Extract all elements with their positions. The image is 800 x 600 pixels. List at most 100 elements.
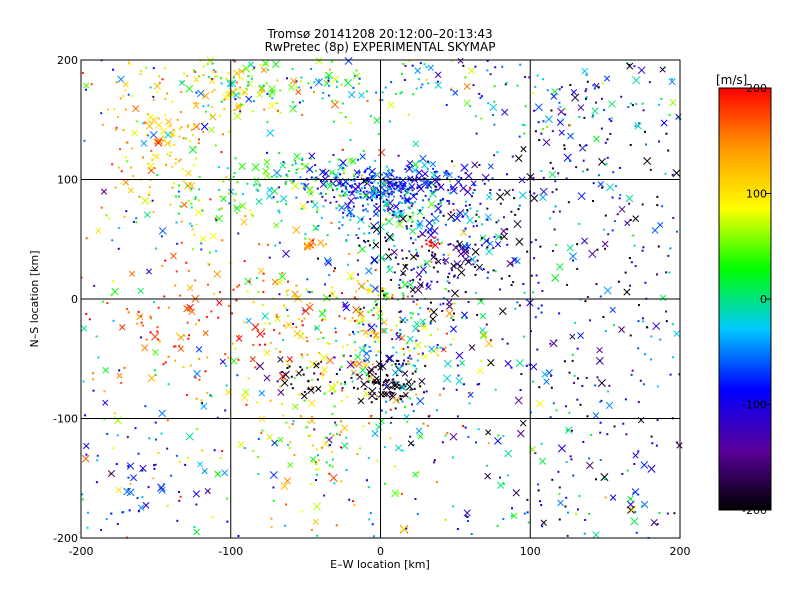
data-point (603, 75, 611, 82)
data-point (352, 386, 355, 389)
data-point (414, 285, 423, 294)
data-point (305, 288, 308, 291)
data-point (440, 241, 443, 244)
data-point (390, 248, 398, 256)
data-point (388, 212, 391, 215)
data-point (315, 176, 318, 179)
data-point (432, 266, 435, 269)
data-point (412, 242, 415, 245)
data-point (510, 284, 513, 287)
data-point (293, 105, 296, 108)
data-point (344, 383, 347, 386)
data-point (554, 205, 557, 208)
data-point (253, 177, 260, 184)
data-point (373, 180, 376, 183)
data-point (309, 246, 312, 249)
data-point (427, 64, 435, 71)
data-point (659, 338, 662, 341)
data-point (474, 115, 477, 118)
data-point (261, 312, 269, 320)
data-point (569, 160, 572, 163)
data-point (164, 97, 167, 100)
data-point (291, 181, 294, 184)
data-point (370, 255, 379, 264)
data-point (146, 134, 149, 137)
data-point (241, 89, 249, 96)
data-point (551, 249, 554, 252)
data-point (145, 66, 148, 69)
data-point (279, 175, 282, 178)
data-point (560, 86, 563, 89)
data-point (494, 66, 497, 69)
data-point (301, 332, 304, 335)
data-point (383, 390, 391, 398)
data-point (152, 98, 155, 101)
data-point (381, 327, 388, 334)
data-point (333, 267, 336, 270)
data-point (349, 218, 352, 221)
data-point (371, 381, 374, 384)
data-point (158, 340, 161, 343)
data-point (579, 403, 582, 406)
data-point (349, 157, 357, 165)
x-axis-ticks: -200 -100 0 100 200 (69, 545, 691, 558)
data-point (414, 364, 417, 367)
data-point (362, 361, 370, 370)
data-point (210, 114, 213, 117)
data-point (405, 225, 408, 228)
data-point (397, 263, 400, 266)
data-point (308, 291, 311, 294)
data-point (410, 316, 413, 319)
data-point (195, 397, 198, 400)
data-point (400, 269, 407, 277)
data-point (591, 107, 599, 115)
data-point (113, 108, 116, 111)
data-point (352, 72, 360, 80)
data-point (233, 204, 241, 212)
data-point (380, 319, 388, 326)
data-point (285, 202, 288, 205)
data-point (268, 322, 271, 325)
data-point (569, 84, 572, 87)
data-point (271, 90, 274, 93)
data-point (569, 333, 576, 340)
data-point (426, 180, 429, 183)
data-point (309, 434, 312, 437)
data-point (398, 363, 401, 366)
data-point (390, 174, 393, 177)
data-point (549, 342, 552, 345)
data-point (367, 311, 370, 314)
data-point (475, 291, 478, 294)
y-tick-label: 200 (57, 54, 78, 67)
data-point (148, 193, 151, 196)
data-point (287, 315, 290, 318)
data-point (452, 338, 455, 341)
data-point (407, 199, 410, 202)
data-point (650, 335, 653, 338)
data-point (478, 164, 481, 167)
data-point (399, 386, 402, 389)
data-point (252, 68, 255, 71)
data-point (403, 406, 406, 409)
data-point (274, 244, 277, 247)
data-point (530, 411, 533, 414)
data-point (596, 248, 599, 251)
data-point (459, 184, 468, 193)
data-point (354, 290, 357, 293)
data-point (588, 249, 597, 259)
data-point (424, 229, 427, 232)
data-point (444, 434, 447, 437)
data-point (462, 229, 465, 232)
data-point (266, 243, 269, 246)
data-point (294, 162, 297, 165)
data-point (322, 245, 325, 248)
data-point (504, 449, 513, 458)
data-point (273, 168, 281, 177)
data-point (119, 148, 122, 151)
data-point (148, 200, 151, 203)
y-tick-label: 0 (71, 293, 78, 306)
data-point (284, 306, 287, 309)
data-point (540, 170, 543, 173)
data-point (187, 309, 190, 312)
data-point (282, 161, 285, 164)
